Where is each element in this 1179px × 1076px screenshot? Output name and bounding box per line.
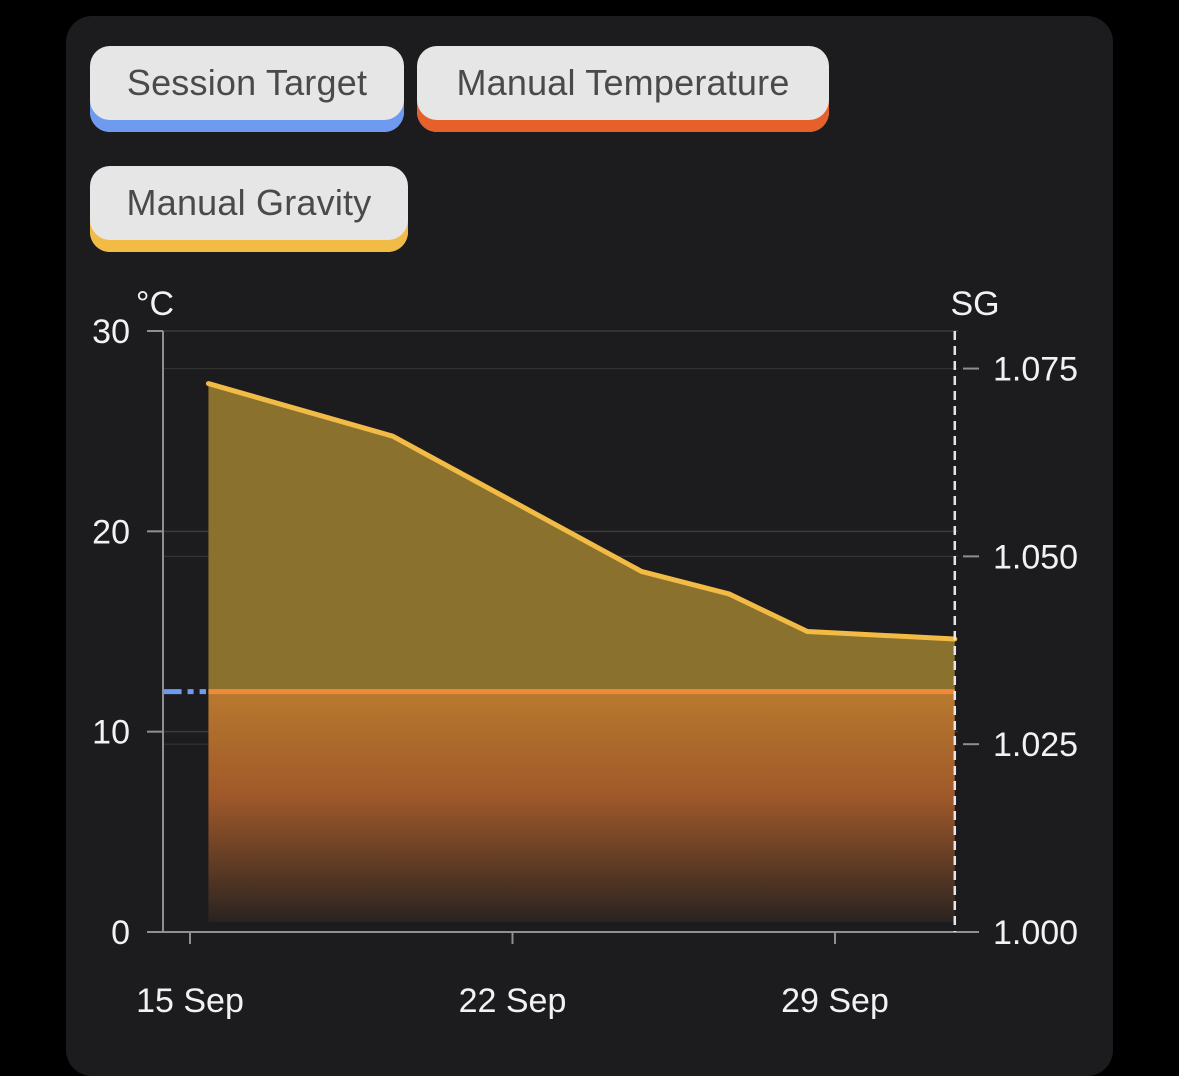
legend-manual-gravity-label: Manual Gravity (126, 182, 372, 223)
left-tick-label-30: 30 (92, 313, 130, 351)
series-areas (208, 383, 955, 922)
right-axis-unit-label: SG (950, 285, 999, 323)
x-tick-label-15-Sep: 15 Sep (136, 982, 244, 1020)
axes (147, 330, 979, 944)
manual-gravity-line (205, 381, 958, 642)
left-axis-unit-label: °C (136, 285, 174, 323)
axis-labels: 0 10 20 30 1.000 1.025 1.050 1.075 15 Sep 22 Sep 2… (92, 285, 1078, 1020)
x-tick-label-22-Sep: 22 Sep (459, 982, 567, 1020)
right-tick-label-1.025: 1.025 (993, 726, 1078, 764)
left-tick-label-20: 20 (92, 513, 130, 551)
legend-manual-temperature-label: Manual Temperature (456, 62, 790, 103)
left-tick-label-10: 10 (92, 714, 130, 752)
legend-manual-gravity-button[interactable]: Manual Gravity (90, 166, 408, 252)
right-tick-label-1.050: 1.050 (993, 538, 1078, 576)
legend-session-target-button[interactable]: Session Target (90, 46, 404, 132)
temperature-area (208, 691, 955, 922)
legend-session-target-label: Session Target (126, 62, 368, 103)
right-tick-label-1.000: 1.000 (993, 914, 1078, 952)
legend-manual-temperature-button[interactable]: Manual Temperature (417, 46, 829, 132)
series-lines (163, 381, 958, 695)
fermentation-chart: 0 10 20 30 1.000 1.025 1.050 1.075 15 Sep 22 Sep 2… (92, 285, 1078, 1020)
x-tick-label-29-Sep: 29 Sep (781, 982, 889, 1020)
right-tick-label-1.075: 1.075 (993, 351, 1078, 389)
left-tick-label-0: 0 (111, 914, 130, 952)
